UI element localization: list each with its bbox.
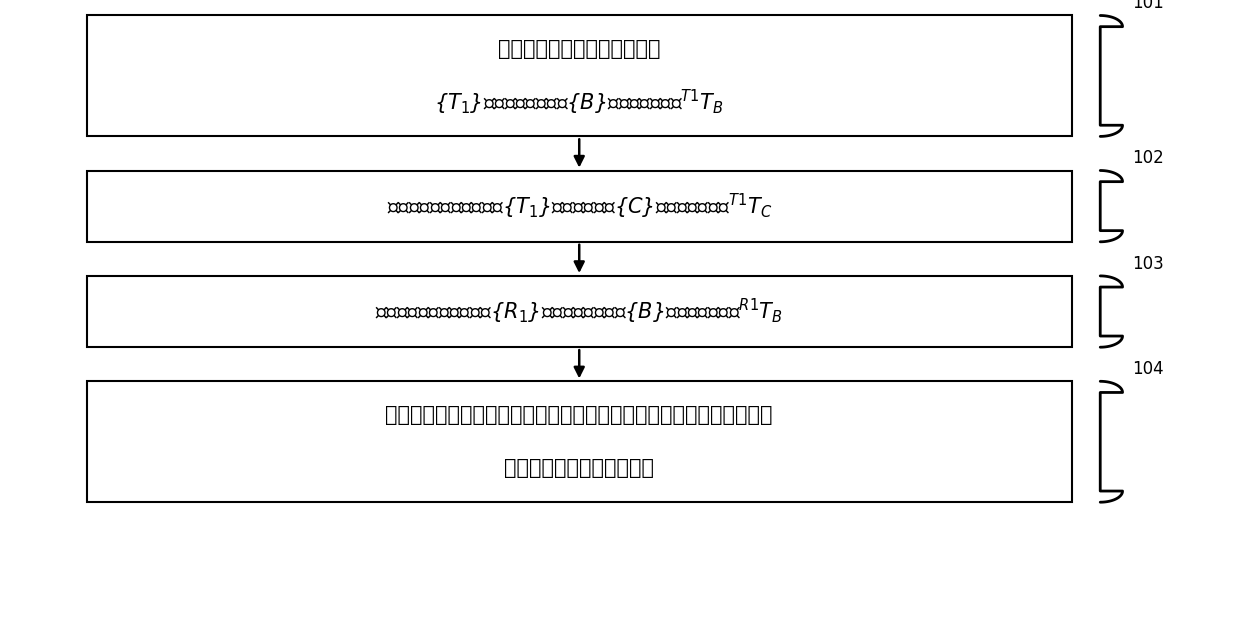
- Text: 求解得到机器人基坐标系{$R_1$}和工件整体坐标系{$B$}的相对位姿关系$^{R1}T_B$: 求解得到机器人基坐标系{$R_1$}和工件整体坐标系{$B$}的相对位姿关系$^…: [375, 297, 783, 326]
- Text: {$T_1$}和工件整体坐标系{$B$}的相对位姿关系$^{T1}T_B$: {$T_1$}和工件整体坐标系{$B$}的相对位姿关系$^{T1}T_B$: [435, 88, 724, 117]
- Bar: [87, 16, 1072, 136]
- Text: 103: 103: [1132, 255, 1165, 273]
- Text: 确定工件局部靶标坐标系{$T_1$}与视觉坐标系{$C$}的相对位姿关系$^{T1}T_C$: 确定工件局部靶标坐标系{$T_1$}与视觉坐标系{$C$}的相对位姿关系$^{T…: [387, 192, 772, 221]
- Text: 计算得到工件局部靶标坐标系: 计算得到工件局部靶标坐标系: [498, 39, 660, 60]
- Bar: [87, 276, 1072, 347]
- Text: 实时更新铣削末端实际位置与理论位置的误差，并通过机器人逆运动学: 实时更新铣削末端实际位置与理论位置的误差，并通过机器人逆运动学: [385, 405, 773, 425]
- Text: 101: 101: [1132, 0, 1165, 12]
- Bar: [87, 170, 1072, 242]
- Text: 补偿至机器人各个关节转角: 补偿至机器人各个关节转角: [504, 458, 654, 479]
- Text: 102: 102: [1132, 149, 1165, 167]
- Bar: [87, 381, 1072, 502]
- Text: 104: 104: [1132, 360, 1165, 378]
